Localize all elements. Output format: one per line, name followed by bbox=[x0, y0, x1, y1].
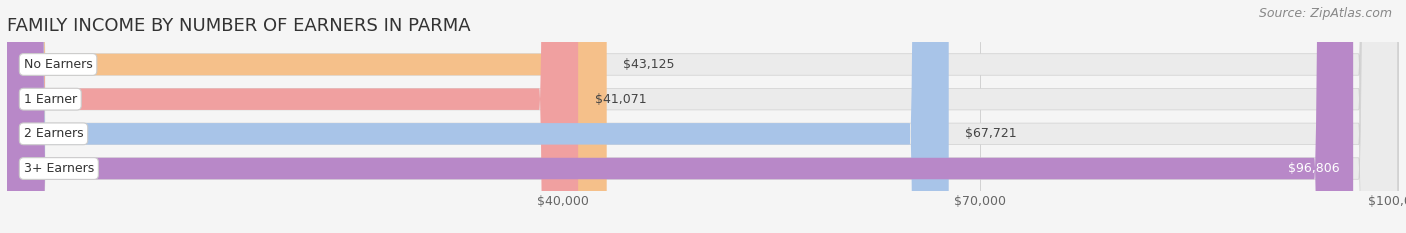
Text: FAMILY INCOME BY NUMBER OF EARNERS IN PARMA: FAMILY INCOME BY NUMBER OF EARNERS IN PA… bbox=[7, 17, 471, 35]
FancyBboxPatch shape bbox=[7, 0, 1398, 233]
FancyBboxPatch shape bbox=[7, 0, 1398, 233]
Text: $67,721: $67,721 bbox=[966, 127, 1017, 140]
FancyBboxPatch shape bbox=[7, 0, 607, 233]
Text: 3+ Earners: 3+ Earners bbox=[24, 162, 94, 175]
FancyBboxPatch shape bbox=[7, 0, 1398, 233]
Text: No Earners: No Earners bbox=[24, 58, 93, 71]
Text: 2 Earners: 2 Earners bbox=[24, 127, 83, 140]
FancyBboxPatch shape bbox=[7, 0, 1353, 233]
FancyBboxPatch shape bbox=[7, 0, 949, 233]
FancyBboxPatch shape bbox=[7, 0, 578, 233]
Text: $41,071: $41,071 bbox=[595, 93, 647, 106]
Text: Source: ZipAtlas.com: Source: ZipAtlas.com bbox=[1258, 7, 1392, 20]
FancyBboxPatch shape bbox=[7, 0, 1398, 233]
Text: $43,125: $43,125 bbox=[623, 58, 675, 71]
Text: 1 Earner: 1 Earner bbox=[24, 93, 77, 106]
Text: $96,806: $96,806 bbox=[1288, 162, 1340, 175]
